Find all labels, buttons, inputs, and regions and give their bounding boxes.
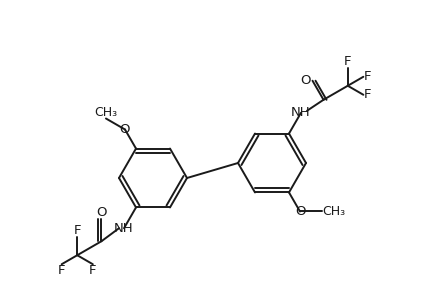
Text: F: F [58,264,65,277]
Text: O: O [96,206,107,219]
Text: CH₃: CH₃ [322,205,345,218]
Text: CH₃: CH₃ [94,105,117,119]
Text: NH: NH [291,106,311,119]
Text: F: F [74,224,81,237]
Text: O: O [120,123,130,136]
Text: O: O [295,205,305,218]
Text: F: F [89,264,97,277]
Text: F: F [344,55,351,68]
Text: O: O [300,74,310,87]
Text: F: F [363,70,371,83]
Text: F: F [363,88,371,101]
Text: NH: NH [114,222,134,235]
